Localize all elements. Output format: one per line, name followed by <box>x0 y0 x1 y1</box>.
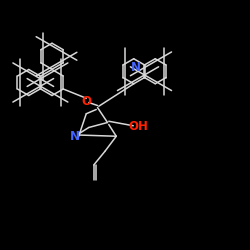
Text: OH: OH <box>129 120 149 133</box>
Text: N: N <box>131 61 141 74</box>
Text: O: O <box>81 95 91 108</box>
Text: N: N <box>70 130 80 143</box>
